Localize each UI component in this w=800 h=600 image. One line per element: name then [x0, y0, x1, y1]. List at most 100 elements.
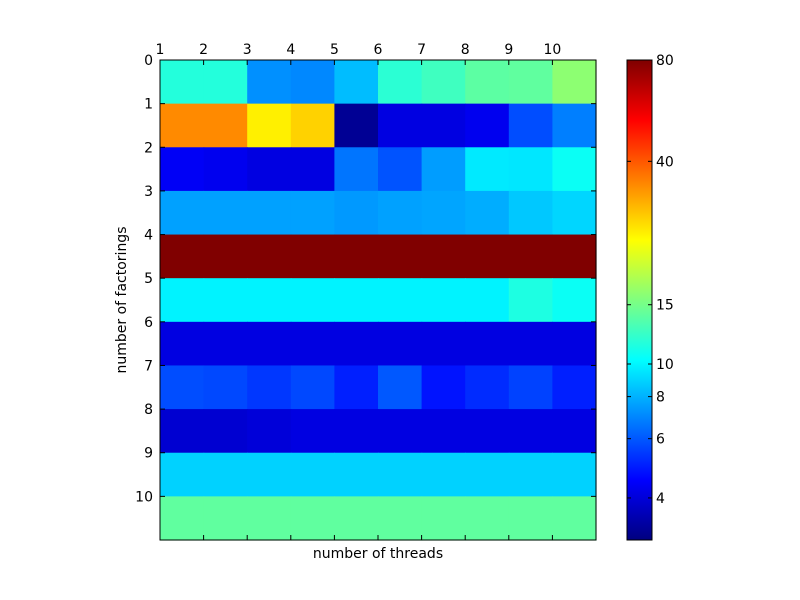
- y-tick-label: 1: [144, 97, 153, 113]
- heatmap-cell: [421, 60, 466, 105]
- y-tick-label: 2: [144, 140, 153, 156]
- heatmap-cell: [160, 278, 205, 323]
- heatmap-cell: [334, 452, 379, 497]
- x-tick-label: 6: [374, 42, 383, 58]
- heatmap-cell: [203, 147, 248, 192]
- heatmap-cell: [334, 278, 379, 323]
- heatmap-cell: [334, 190, 379, 236]
- heatmap-cell: [378, 147, 423, 192]
- x-tick-label: 1: [156, 42, 165, 58]
- heatmap-cell: [247, 496, 292, 541]
- heatmap-cell: [465, 60, 510, 105]
- colorbar: [626, 59, 653, 541]
- y-tick-label: 8: [144, 402, 153, 418]
- heatmap-cell: [160, 147, 205, 192]
- heatmap-cell: [378, 278, 423, 323]
- heatmap-cell: [378, 190, 423, 236]
- heatmap-cell: [465, 321, 510, 367]
- heatmap-cells: [160, 60, 597, 541]
- heatmap-cell: [203, 452, 248, 497]
- heatmap-cell: [552, 103, 597, 148]
- heatmap-cell: [290, 147, 335, 192]
- heatmap-cell: [334, 147, 379, 192]
- heatmap-cell: [465, 409, 510, 454]
- y-tick-label: 0: [144, 53, 153, 69]
- heatmap-cell: [160, 60, 205, 105]
- y-tick-label: 7: [144, 358, 153, 374]
- heatmap-cell: [247, 321, 292, 367]
- heatmap-cell: [203, 278, 248, 323]
- heatmap-cell: [508, 147, 553, 192]
- heatmap-cell: [378, 496, 423, 541]
- heatmap-cell: [421, 496, 466, 541]
- heatmap-cell: [203, 409, 248, 454]
- heatmap-cell: [508, 365, 553, 410]
- y-tick-label: 9: [144, 446, 153, 462]
- heatmap-cell: [247, 147, 292, 192]
- heatmap-cell: [247, 234, 292, 279]
- heatmap-cell: [290, 190, 335, 236]
- heatmap-cell: [421, 452, 466, 497]
- heatmap-cell: [378, 321, 423, 367]
- heatmap-cell: [508, 409, 553, 454]
- heatmap-cell: [290, 365, 335, 410]
- heatmap-cell: [421, 190, 466, 236]
- heatmap-cell: [552, 60, 597, 105]
- colorbar-tick-label: 15: [656, 298, 674, 314]
- heatmap-cell: [247, 60, 292, 105]
- colorbar-ticks: 4 6 8 10 15 40 80: [627, 53, 674, 507]
- colorbar-tick-label: 40: [656, 154, 674, 170]
- heatmap-cell: [290, 409, 335, 454]
- heatmap-cell: [552, 321, 597, 367]
- heatmap-cell: [203, 190, 248, 236]
- x-axis-label: number of threads: [313, 546, 443, 562]
- heatmap-cell: [508, 103, 553, 148]
- x-tick-label: 10: [543, 42, 561, 58]
- heatmap-cell: [378, 103, 423, 148]
- heatmap-cell: [421, 147, 466, 192]
- heatmap-cell: [552, 147, 597, 192]
- heatmap-cell: [421, 278, 466, 323]
- heatmap-cell: [334, 365, 379, 410]
- heatmap-cell: [552, 278, 597, 323]
- heatmap-cell: [465, 278, 510, 323]
- heatmap-cell: [334, 496, 379, 541]
- heatmap-cell: [552, 409, 597, 454]
- x-axis-ticks: 1 2 3 4 5 6 7 8 9 10: [156, 42, 561, 540]
- heatmap-cell: [290, 278, 335, 323]
- heatmap-cell: [378, 60, 423, 105]
- heatmap-cell: [508, 190, 553, 236]
- heatmap-cell: [247, 409, 292, 454]
- heatmap-cell: [421, 321, 466, 367]
- heatmap-cell: [421, 234, 466, 279]
- heatmap-cell: [203, 234, 248, 279]
- colorbar-tick-label: 80: [656, 53, 674, 69]
- x-tick-label: 5: [330, 42, 339, 58]
- y-tick-label: 10: [135, 489, 153, 505]
- heatmap-cell: [247, 452, 292, 497]
- heatmap-cell: [203, 321, 248, 367]
- heatmap-cell: [508, 234, 553, 279]
- heatmap-cell: [160, 496, 205, 541]
- x-tick-label: 8: [461, 42, 470, 58]
- y-tick-label: 3: [144, 184, 153, 200]
- heatmap-cell: [508, 60, 553, 105]
- heatmap-cell: [552, 365, 597, 410]
- heatmap-cell: [160, 321, 205, 367]
- y-tick-label: 6: [144, 315, 153, 331]
- heatmap-cell: [378, 409, 423, 454]
- heatmap-cell: [160, 234, 205, 279]
- heatmap-cell: [247, 278, 292, 323]
- heatmap-cell: [378, 365, 423, 410]
- heatmap-cell: [465, 452, 510, 497]
- heatmap-cell: [203, 365, 248, 410]
- colorbar-tick-label: 10: [656, 357, 674, 373]
- heatmap-cell: [378, 452, 423, 497]
- heatmap-cell: [465, 147, 510, 192]
- heatmap-cell: [552, 496, 597, 541]
- heatmap-cell: [334, 103, 379, 148]
- heatmap-cell: [290, 496, 335, 541]
- x-tick-label: 3: [243, 42, 252, 58]
- heatmap-cell: [508, 452, 553, 497]
- heatmap-cell: [465, 103, 510, 148]
